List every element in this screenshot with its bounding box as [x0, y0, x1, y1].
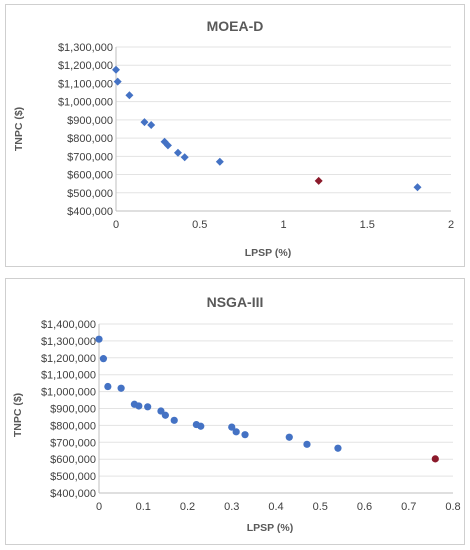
data-point [228, 423, 236, 431]
y-tick-label: $800,000 [67, 133, 113, 145]
data-point [163, 141, 172, 150]
y-tick-label: $400,000 [67, 206, 113, 218]
data-point [147, 120, 156, 129]
x-tick-label: 2 [448, 219, 454, 231]
x-axis-label: LPSP (%) [247, 522, 293, 534]
data-point [431, 455, 439, 463]
y-axis-label: TNPC ($) [12, 393, 24, 437]
data-point [303, 440, 311, 448]
data-point [334, 444, 342, 452]
y-tick-label: $800,000 [50, 420, 96, 432]
x-tick-label: 0.4 [268, 501, 283, 513]
x-tick-label: 0 [113, 219, 119, 231]
y-tick-label: $1,100,000 [41, 370, 96, 382]
x-tick-label: 0.2 [180, 501, 195, 513]
data-point [113, 77, 122, 86]
data-point [125, 91, 134, 100]
y-tick-label: $500,000 [67, 188, 113, 200]
y-tick-label: $1,100,000 [58, 78, 113, 90]
chart-title: NSGA-III [207, 294, 264, 310]
x-tick-label: 1 [280, 219, 286, 231]
data-point [99, 355, 108, 363]
y-tick-label: $1,400,000 [41, 319, 96, 331]
data-point [170, 416, 178, 424]
data-point [161, 411, 169, 419]
x-tick-label: 0.8 [445, 501, 460, 513]
data-point [413, 183, 422, 192]
data-point [285, 433, 293, 441]
moead-chart: MOEA-D $400,000 $500,000 $600,000 $700,000 $… [13, 18, 454, 259]
y-tick-label: $1,000,000 [58, 97, 113, 109]
x-tick-label: 0 [96, 501, 102, 513]
y-tick-label: $600,000 [50, 454, 96, 466]
y-tick-label: $900,000 [67, 115, 113, 127]
data-point [314, 176, 323, 185]
nsga3-chart: NSGA-III $400,000 $500,000 $600,000 $700,00… [12, 294, 461, 534]
data-point [180, 153, 189, 162]
y-tick-label: $1,300,000 [58, 42, 113, 54]
y-tick-label: $1,000,000 [41, 387, 96, 399]
y-tick-label: $400,000 [50, 488, 96, 500]
nsga3-chart-panel: NSGA-III $400,000 $500,000 $600,000 $700,00… [5, 278, 465, 545]
y-tick-label: $900,000 [50, 404, 96, 416]
data-point [215, 157, 224, 166]
data-point [112, 65, 120, 74]
data-point [135, 402, 143, 410]
data-point [144, 403, 152, 411]
y-tick-label: $500,000 [50, 471, 96, 483]
moead-chart-panel: MOEA-D $400,000 $500,000 $600,000 $700,000 $… [5, 4, 465, 267]
y-axis-label: TNPC ($) [13, 107, 25, 151]
x-tick-label: 0.1 [136, 501, 151, 513]
data-point [95, 335, 103, 343]
x-tick-label: 0.6 [357, 501, 372, 513]
x-tick-label: 0.5 [192, 219, 207, 231]
y-tick-label: $1,200,000 [41, 353, 96, 365]
y-tick-label: $1,300,000 [41, 336, 96, 348]
x-tick-label: 0.3 [224, 501, 239, 513]
y-tick-label: $700,000 [50, 437, 96, 449]
data-point [241, 431, 249, 439]
data-point [117, 384, 125, 392]
y-tick-label: $1,200,000 [58, 60, 113, 72]
data-point [232, 428, 240, 436]
y-tick-label: $600,000 [67, 170, 113, 182]
data-point [104, 382, 112, 391]
data-point [173, 148, 182, 157]
x-tick-label: 0.5 [313, 501, 328, 513]
x-tick-label: 0.7 [401, 501, 416, 513]
data-point [140, 118, 149, 127]
data-point [197, 422, 205, 430]
x-tick-label: 1.5 [360, 219, 375, 231]
x-axis-label: LPSP (%) [245, 247, 291, 259]
chart-title: MOEA-D [207, 18, 264, 34]
y-tick-label: $700,000 [67, 151, 113, 163]
